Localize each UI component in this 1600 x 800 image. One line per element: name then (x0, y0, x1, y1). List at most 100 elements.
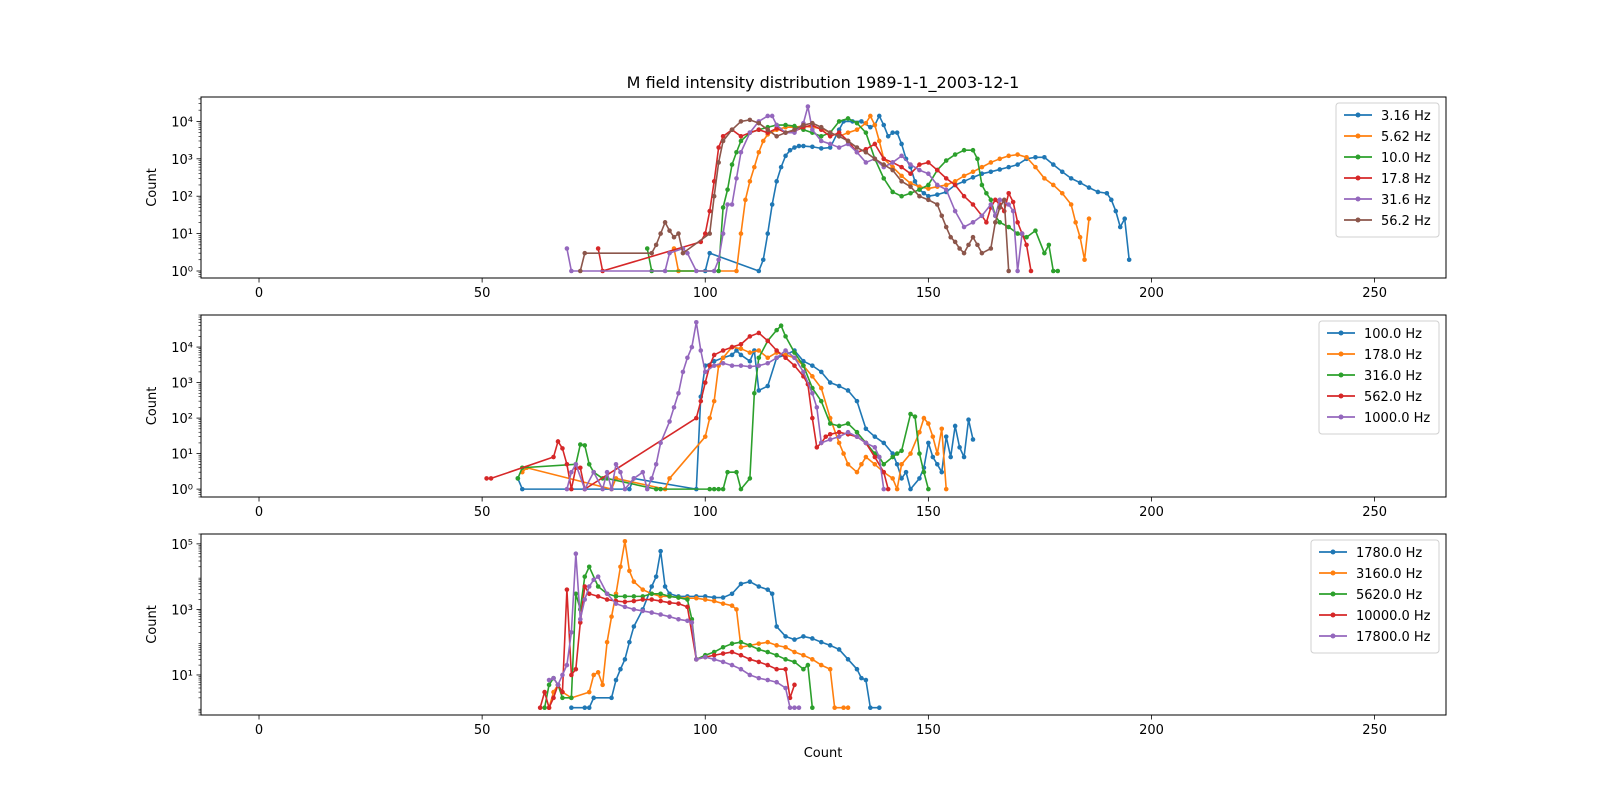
data-point (792, 145, 797, 150)
data-point (738, 134, 744, 139)
data-point (1126, 257, 1132, 263)
data-point (783, 122, 788, 128)
data-point (872, 141, 878, 147)
legend-marker (1355, 154, 1361, 160)
data-point (537, 705, 543, 711)
data-point (934, 451, 940, 456)
data-point (939, 426, 945, 432)
data-point (903, 469, 909, 475)
y-tick-label: 10⁰ (171, 265, 193, 280)
data-point (640, 594, 646, 599)
data-point (707, 363, 713, 368)
series-line (521, 346, 948, 490)
data-point (970, 202, 976, 207)
data-point (899, 141, 904, 147)
data-point (582, 486, 588, 492)
data-point (595, 670, 601, 675)
data-point (653, 462, 659, 467)
data-point (818, 146, 824, 151)
data-point (783, 334, 788, 339)
data-point (943, 224, 949, 230)
data-point (774, 179, 779, 184)
legend-frame (1318, 320, 1440, 435)
data-point (1113, 208, 1119, 214)
data-point (899, 153, 904, 159)
data-point (738, 652, 744, 658)
data-point (1033, 228, 1038, 233)
data-point (756, 120, 762, 126)
data-point (595, 574, 601, 579)
data-point (756, 149, 762, 155)
data-point (930, 454, 936, 460)
legend-label: 3160.0 Hz (1356, 567, 1422, 582)
data-point (546, 677, 552, 683)
data-point (1015, 152, 1020, 157)
data-point (658, 548, 663, 554)
legend: 1780.0 Hz 3160.0 Hz 5620.0 Hz 10000.0 Hz 178… (1310, 539, 1440, 654)
data-point (836, 145, 842, 150)
data-point (484, 476, 489, 481)
data-point (868, 705, 873, 711)
data-point (961, 179, 967, 184)
data-point (644, 486, 650, 492)
data-point (863, 677, 869, 683)
data-point (801, 369, 806, 375)
x-tick-label: 250 (1362, 723, 1387, 738)
data-point (546, 682, 552, 688)
data-point (908, 486, 913, 492)
data-point (769, 113, 775, 119)
data-point (979, 182, 985, 188)
data-point (756, 363, 762, 368)
data-point (711, 352, 717, 358)
data-point (720, 138, 726, 144)
data-point (908, 411, 913, 417)
legend-label: 3.16 Hz (1381, 109, 1431, 124)
data-point (890, 189, 895, 195)
data-point (1006, 164, 1011, 170)
data-point (926, 160, 931, 165)
data-point (908, 184, 913, 189)
data-point (765, 639, 771, 645)
data-point (854, 398, 860, 404)
data-point (564, 662, 570, 668)
data-point (689, 344, 695, 350)
data-point (863, 454, 869, 460)
data-point (676, 595, 681, 600)
data-point (716, 257, 721, 263)
data-point (622, 657, 628, 662)
data-point (774, 624, 779, 629)
data-point (863, 120, 869, 126)
data-point (711, 649, 717, 655)
data-point (716, 145, 721, 150)
data-point (1033, 164, 1038, 170)
data-point (720, 231, 726, 236)
x-tick-label: 200 (1139, 505, 1164, 520)
data-point (609, 486, 614, 492)
legend-entry: 562.0 Hz (1327, 390, 1422, 405)
y-tick-label: 10⁵ (171, 538, 193, 553)
data-point (948, 454, 953, 460)
data-point (711, 486, 717, 492)
data-point (818, 138, 824, 144)
data-point (716, 268, 721, 274)
data-point (823, 434, 829, 439)
legend-marker (1355, 217, 1361, 223)
data-point (970, 147, 976, 153)
data-point (769, 202, 775, 207)
data-point (765, 360, 771, 366)
data-point (881, 440, 887, 446)
data-point (979, 164, 985, 170)
data-point (917, 167, 922, 173)
data-point (774, 652, 779, 658)
data-point (890, 454, 895, 460)
subplot-3: 0 50 100 150 200 250 10¹ 10³ 10⁵ Count 1780.0 Hz 31… (145, 533, 1447, 738)
legend-label: 1000.0 Hz (1364, 411, 1430, 426)
data-point (720, 651, 726, 656)
data-point (810, 390, 815, 396)
data-point (801, 358, 806, 364)
data-point (711, 268, 717, 274)
data-point (747, 179, 753, 184)
data-point (792, 682, 797, 688)
data-point (756, 348, 762, 353)
data-point (926, 486, 931, 492)
